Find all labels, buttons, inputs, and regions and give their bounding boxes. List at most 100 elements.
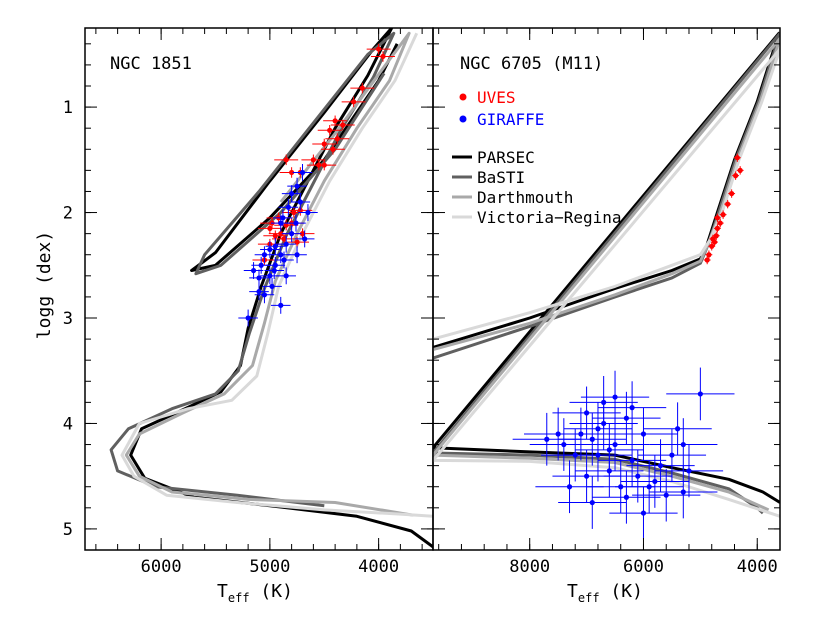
uves-point — [332, 118, 338, 124]
giraffe-point — [294, 183, 300, 189]
giraffe-point — [583, 473, 590, 479]
uves-point — [717, 220, 723, 226]
x-axis-label-left: Teff (K) — [217, 581, 293, 605]
x-label-unit: (K) — [600, 581, 643, 602]
giraffe-point — [589, 436, 595, 442]
giraffe-point — [640, 431, 647, 437]
panel-ngc-1851: NGC 1851 6000 5000 4000 1 2 3 4 5 — [63, 27, 434, 577]
uves-point — [267, 225, 273, 231]
giraffe-point — [267, 246, 273, 253]
uves-point — [291, 209, 297, 216]
giraffe-point — [629, 405, 635, 411]
y-tick-label: 1 — [63, 98, 73, 118]
giraffe-point — [686, 468, 692, 474]
uves-point — [278, 231, 284, 237]
legend-label-basti: BaSTI — [477, 168, 525, 187]
giraffe-point — [297, 199, 303, 205]
giraffe-point — [289, 190, 295, 197]
giraffe-point — [289, 231, 295, 237]
giraffe-point — [305, 209, 311, 216]
x-tick-label: 6000 — [623, 557, 664, 577]
plot-area — [433, 31, 780, 540]
giraffe-point — [635, 473, 641, 479]
giraffe-point — [612, 441, 618, 448]
y-tick-label: 2 — [63, 204, 73, 224]
panel-title-ngc-6705: NGC 6705 (M11) — [460, 54, 603, 74]
giraffe-point — [272, 243, 278, 249]
uves-point — [733, 173, 739, 179]
giraffe-point — [652, 478, 658, 485]
x-label-sub: eff — [228, 591, 250, 605]
uves-point — [272, 233, 278, 239]
uves-point — [294, 239, 300, 245]
isochrone-parsec — [129, 28, 433, 549]
uves-point — [359, 85, 365, 91]
isochrone-basti — [109, 31, 396, 508]
legend-marker-giraffe — [459, 115, 467, 123]
x-label-main: T — [567, 581, 578, 602]
x-axis-label-right: Teff (K) — [567, 581, 643, 605]
uves-point — [725, 201, 731, 207]
y-axis-label: logg (dex) — [34, 231, 55, 339]
uves-point — [340, 122, 346, 128]
giraffe-point — [663, 492, 669, 498]
x-label-main: T — [217, 581, 228, 602]
giraffe-point — [623, 415, 630, 421]
uves-point — [737, 167, 743, 173]
giraffe-point — [278, 220, 284, 226]
uves-point — [283, 222, 289, 228]
isochrone-victoria-regina — [433, 47, 780, 518]
giraffe-point — [293, 220, 299, 226]
giraffe-point — [278, 252, 284, 258]
giraffe-point — [261, 292, 268, 298]
uves-point — [321, 162, 327, 168]
giraffe-point — [294, 252, 300, 258]
uves-point — [281, 236, 287, 242]
legend-label-parsec: PARSEC — [477, 148, 535, 167]
giraffe-point — [271, 267, 277, 274]
uves-point — [310, 157, 316, 163]
x-tick-label: 4000 — [737, 557, 778, 577]
giraffe-point — [544, 436, 550, 442]
giraffe-point — [267, 273, 273, 279]
giraffe-point — [281, 257, 287, 263]
giraffe-point — [675, 426, 681, 432]
giraffe-point — [299, 169, 306, 176]
uves-point — [710, 236, 716, 242]
giraffe-point — [269, 283, 275, 289]
giraffe-point — [283, 273, 289, 279]
uves-point — [714, 215, 721, 221]
giraffe-point — [280, 215, 286, 221]
y-tick-label: 5 — [63, 520, 73, 540]
giraffe-point — [261, 252, 268, 258]
isochrone-victoria-regina — [120, 32, 433, 518]
x-tick-label: 8000 — [509, 557, 550, 577]
uves-point — [734, 155, 740, 161]
uves-point — [321, 141, 327, 147]
giraffe-point — [640, 510, 647, 516]
uves-point — [729, 190, 735, 197]
uves-point — [704, 257, 710, 263]
giraffe-point — [697, 391, 703, 397]
giraffe-point — [256, 289, 262, 295]
uves-point — [283, 157, 289, 163]
giraffe-point — [555, 431, 561, 437]
giraffe-point — [258, 262, 264, 268]
isochrone-darthmouth — [433, 37, 780, 512]
giraffe-point — [272, 262, 278, 268]
legend-label-darthmouth: Darthmouth — [477, 188, 573, 207]
giraffe-point — [561, 441, 567, 448]
isochrone-darthmouth — [124, 31, 414, 517]
giraffe-point — [657, 463, 664, 469]
giraffe-point — [566, 484, 573, 490]
uves-point — [289, 169, 295, 176]
giraffe-point — [572, 452, 578, 458]
uves-point — [327, 127, 333, 133]
uves-point — [376, 46, 382, 52]
plot-area — [109, 28, 433, 549]
y-tick-label: 4 — [63, 414, 73, 434]
giraffe-point — [583, 410, 590, 416]
x-label-unit: (K) — [250, 581, 293, 602]
giraffe-point — [623, 494, 630, 500]
